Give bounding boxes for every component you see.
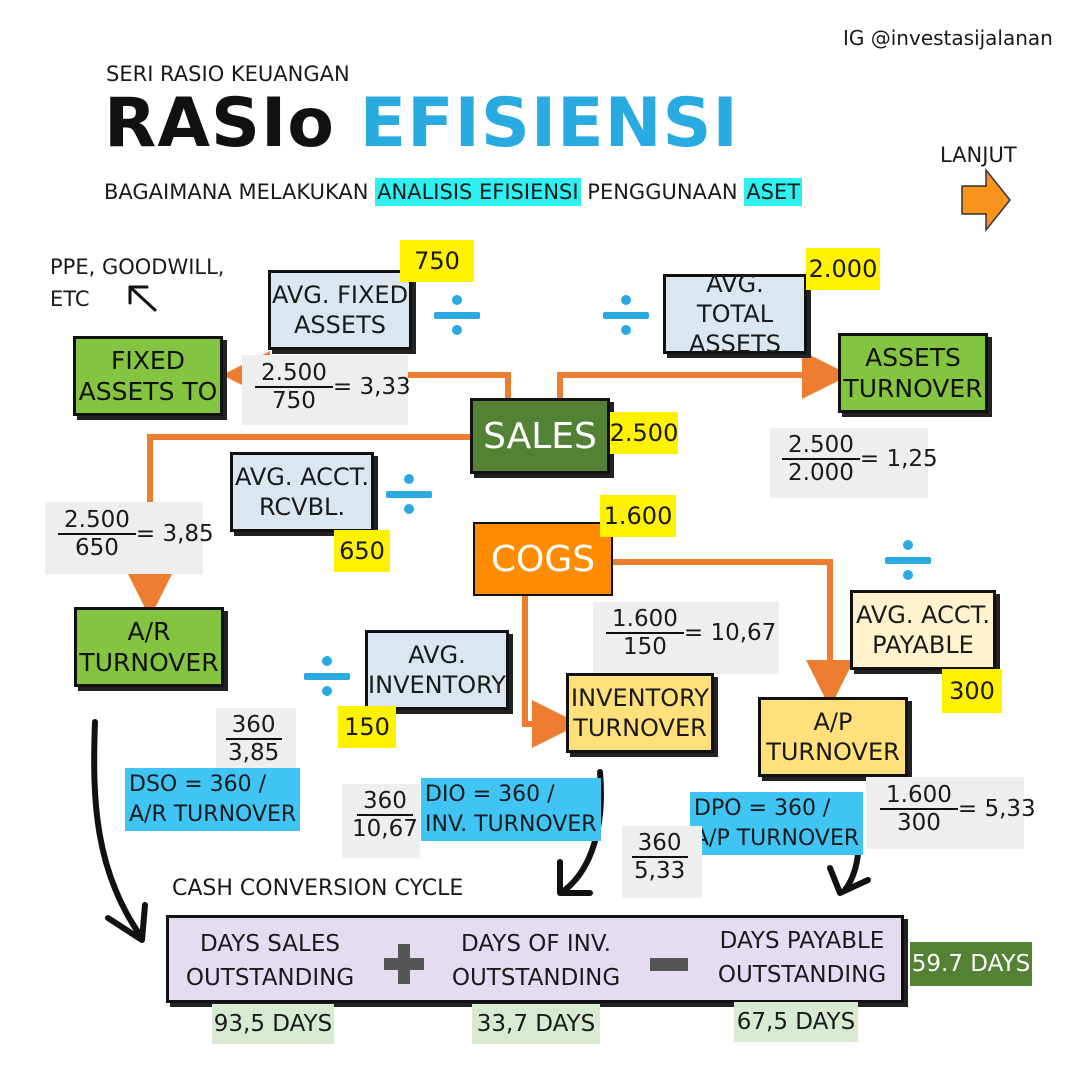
dio-calc: 360 10,67 xyxy=(352,788,418,842)
avg-acct-receivable-value: 650 xyxy=(334,530,390,572)
dso-calc: 360 3,85 xyxy=(222,712,285,766)
ppe-note: PPE, GOODWILL, ETC xyxy=(50,255,225,311)
ccc-result: 59.7 DAYS xyxy=(910,942,1032,986)
fixed-assets-calc: 2.500 750 = 3,33 xyxy=(255,360,411,414)
fixed-assets-to-box: FIXED ASSETS TO xyxy=(73,336,223,416)
arrow-ppe-note xyxy=(128,285,157,312)
assets-turnover-calc: 2.500 2.000 = 1,25 xyxy=(782,432,938,486)
inventory-turnover-box: INVENTORY TURNOVER xyxy=(566,673,714,753)
dso-days: 93,5 DAYS xyxy=(212,1004,334,1044)
dio-formula: DIO = 360 / INV. TURNOVER xyxy=(421,778,601,842)
fixed-assets-calc-bg xyxy=(242,355,408,425)
title-black: RASIo xyxy=(104,84,335,163)
ar-calc-bg xyxy=(45,502,203,574)
ccc-title: CASH CONVERSION CYCLE xyxy=(172,876,464,901)
avg-acct-payable-box: AVG. ACCT. PAYABLE xyxy=(850,590,996,670)
ap-calc-bg xyxy=(866,777,1024,849)
next-arrow-icon[interactable] xyxy=(960,168,1012,232)
ccc-dpo-label: DAYS PAYABLE OUTSTANDING xyxy=(717,927,887,989)
dio-calc-bg xyxy=(342,784,420,858)
instagram-handle: IG @investasijalanan xyxy=(843,26,1053,50)
ap-turnover-calc: 1.600 300 = 5,33 xyxy=(880,782,1036,836)
avg-total-assets-value: 2.000 xyxy=(806,248,880,290)
sales-value: 2.500 xyxy=(610,412,678,454)
dpo-calc-bg xyxy=(622,826,702,898)
subtitle-highlight-analysis: ANALISIS EFISIENSI xyxy=(375,178,581,206)
avg-inventory-value: 150 xyxy=(338,706,396,748)
inventory-calc-bg xyxy=(593,602,779,674)
arrow-cogs-to-inventory-turnover xyxy=(522,595,580,748)
arrow-inventory-to-ccc xyxy=(562,769,604,893)
minus-icon xyxy=(650,958,688,971)
divide-icon xyxy=(434,295,480,335)
cogs-value: 1.600 xyxy=(600,495,676,537)
avg-inventory-box: AVG. INVENTORY xyxy=(365,630,509,710)
divide-icon xyxy=(603,295,649,335)
ar-turnover-calc: 2.500 650 = 3,85 xyxy=(58,507,214,561)
arrow-cogs-to-ap-turnover xyxy=(612,559,854,708)
avg-fixed-assets-value: 750 xyxy=(400,240,474,282)
divide-icon xyxy=(386,474,432,514)
inventory-turnover-calc: 1.600 150 = 10,67 xyxy=(606,606,776,660)
ccc-panel xyxy=(166,915,904,1003)
title-blue: EFISIENSI xyxy=(359,84,739,163)
ap-turnover-box: A/P TURNOVER xyxy=(758,697,908,777)
dso-formula: DSO = 360 / A/R TURNOVER xyxy=(125,768,301,832)
plus-icon xyxy=(384,944,424,984)
avg-fixed-assets-box: AVG. FIXED ASSETS xyxy=(268,270,412,350)
sales-box: SALES xyxy=(470,398,610,474)
page-title: RASIo EFISIENSI xyxy=(104,90,739,158)
ar-turnover-box: A/R TURNOVER xyxy=(74,607,224,687)
dpo-formula: DPO = 360 / A/P TURNOVER xyxy=(690,792,864,856)
avg-acct-payable-value: 300 xyxy=(942,669,1002,713)
series-label: SERI RASIO KEUANGAN xyxy=(106,62,350,86)
arrow-sales-to-assets-turnover xyxy=(557,351,850,399)
ccc-dio-label: DAYS OF INV. OUTSTANDING xyxy=(451,930,621,992)
assets-turnover-box: ASSETS TURNOVER xyxy=(838,333,988,413)
subtitle: BAGAIMANA MELAKUKAN ANALISIS EFISIENSI P… xyxy=(104,178,803,206)
avg-acct-receivable-box: AVG. ACCT. RCVBL. xyxy=(230,452,374,532)
ccc-dso-label: DAYS SALES OUTSTANDING xyxy=(185,930,355,992)
next-label[interactable]: LANJUT xyxy=(940,143,1017,167)
assets-turnover-calc-bg xyxy=(770,428,928,498)
avg-total-assets-box: AVG. TOTAL ASSETS xyxy=(663,270,807,358)
cogs-box: COGS xyxy=(473,522,613,596)
subtitle-highlight-asset: ASET xyxy=(744,178,803,206)
dio-days: 33,7 DAYS xyxy=(472,1004,600,1044)
divide-icon xyxy=(885,540,931,580)
arrow-ar-to-ccc xyxy=(91,719,143,938)
dpo-days: 67,5 DAYS xyxy=(734,1002,858,1042)
dpo-calc: 360 5,33 xyxy=(628,830,691,884)
divide-icon xyxy=(304,656,350,696)
